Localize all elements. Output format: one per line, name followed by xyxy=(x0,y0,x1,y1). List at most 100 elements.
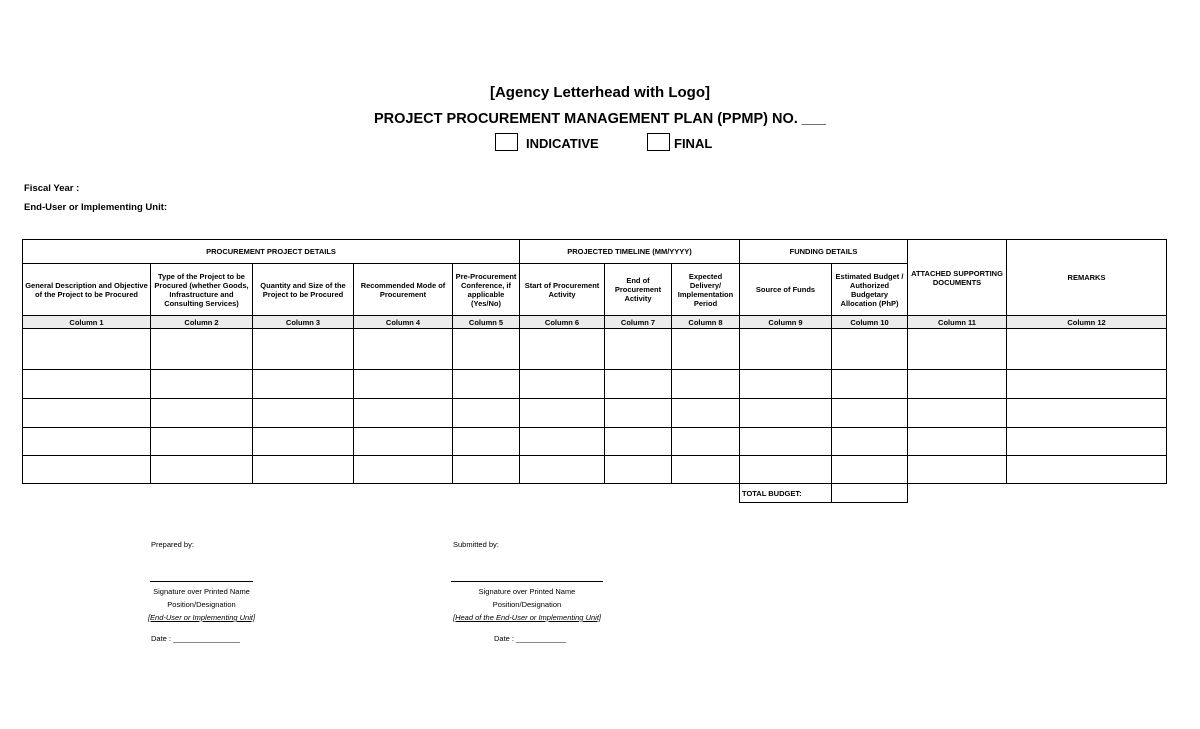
table-cell[interactable] xyxy=(671,398,740,428)
table-cell[interactable] xyxy=(831,427,908,456)
table-cell[interactable] xyxy=(671,427,740,456)
table-cell[interactable] xyxy=(671,328,740,370)
table-cell[interactable] xyxy=(452,398,520,428)
table-cell[interactable] xyxy=(604,328,672,370)
header-remarks: REMARKS xyxy=(1006,239,1167,316)
submitted-signature-label: Signature over Printed Name xyxy=(478,587,576,596)
table-cell[interactable] xyxy=(452,369,520,399)
column-number-4: Column 4 xyxy=(353,315,453,329)
table-cell[interactable] xyxy=(150,398,253,428)
table-cell[interactable] xyxy=(1006,455,1167,484)
table-cell[interactable] xyxy=(22,369,151,399)
indicative-label: INDICATIVE xyxy=(526,136,599,151)
header-attached-documents: ATTACHED SUPPORTING DOCUMENTS xyxy=(907,239,1007,316)
table-cell[interactable] xyxy=(452,328,520,370)
table-cell[interactable] xyxy=(1006,328,1167,370)
table-cell[interactable] xyxy=(907,398,1007,428)
column-number-12: Column 12 xyxy=(1006,315,1167,329)
table-cell[interactable] xyxy=(353,369,453,399)
table-cell[interactable] xyxy=(907,328,1007,370)
table-cell[interactable] xyxy=(252,369,354,399)
table-cell[interactable] xyxy=(519,398,605,428)
table-cell[interactable] xyxy=(1006,398,1167,428)
table-cell[interactable] xyxy=(604,398,672,428)
table-cell[interactable] xyxy=(604,369,672,399)
table-cell[interactable] xyxy=(739,398,832,428)
prepared-unit-label: [End-User or Implementing Unit] xyxy=(147,613,256,622)
table-cell[interactable] xyxy=(739,455,832,484)
table-cell[interactable] xyxy=(907,455,1007,484)
table-cell[interactable] xyxy=(907,427,1007,456)
submitted-signature-line[interactable] xyxy=(451,581,603,582)
header-end-activity: End of Procurement Activity xyxy=(604,263,672,316)
table-cell[interactable] xyxy=(519,427,605,456)
indicative-checkbox[interactable] xyxy=(495,133,518,151)
table-cell[interactable] xyxy=(22,328,151,370)
table-cell[interactable] xyxy=(1006,369,1167,399)
table-cell[interactable] xyxy=(671,455,740,484)
prepared-signature-line[interactable] xyxy=(150,581,253,582)
table-cell[interactable] xyxy=(831,455,908,484)
table-cell[interactable] xyxy=(353,398,453,428)
table-row xyxy=(22,328,1167,370)
table-cell[interactable] xyxy=(739,328,832,370)
table-cell[interactable] xyxy=(519,455,605,484)
ppmp-table: PROCUREMENT PROJECT DETAILS PROJECTED TI… xyxy=(22,239,1167,484)
prepared-by-label: Prepared by: xyxy=(151,540,194,549)
table-cell[interactable] xyxy=(150,427,253,456)
table-cell[interactable] xyxy=(671,369,740,399)
table-cell[interactable] xyxy=(150,328,253,370)
table-cell[interactable] xyxy=(739,369,832,399)
header-estimated-budget: Estimated Budget / Authorized Budgetary … xyxy=(831,263,908,316)
table-cell[interactable] xyxy=(150,455,253,484)
table-cell[interactable] xyxy=(519,328,605,370)
table-cell[interactable] xyxy=(252,427,354,456)
total-budget-row: TOTAL BUDGET: xyxy=(739,483,908,503)
column-number-8: Column 8 xyxy=(671,315,740,329)
table-cell[interactable] xyxy=(519,369,605,399)
table-row xyxy=(22,398,1167,428)
table-cell[interactable] xyxy=(252,328,354,370)
table-cell[interactable] xyxy=(150,369,253,399)
table-cell[interactable] xyxy=(353,328,453,370)
header-source-of-funds: Source of Funds xyxy=(739,263,832,316)
table-cell[interactable] xyxy=(22,427,151,456)
prepared-date-field[interactable]: Date : ________________ xyxy=(151,634,240,643)
header-quantity-size: Quantity and Size of the Project to be P… xyxy=(252,263,354,316)
header-project-type: Type of the Project to be Procured (whet… xyxy=(150,263,253,316)
table-cell[interactable] xyxy=(604,427,672,456)
column-number-2: Column 2 xyxy=(150,315,253,329)
table-cell[interactable] xyxy=(452,455,520,484)
table-cell[interactable] xyxy=(831,369,908,399)
table-cell[interactable] xyxy=(604,455,672,484)
table-cell[interactable] xyxy=(252,455,354,484)
table-cell[interactable] xyxy=(252,398,354,428)
agency-letterhead: [Agency Letterhead with Logo] xyxy=(489,84,710,101)
table-cell[interactable] xyxy=(353,427,453,456)
group-funding-details: FUNDING DETAILS xyxy=(739,239,908,264)
final-label: FINAL xyxy=(674,136,713,151)
page-title: PROJECT PROCUREMENT MANAGEMENT PLAN (PPM… xyxy=(374,111,826,127)
prepared-position-label: Position/Designation xyxy=(167,600,236,609)
prepared-signature-label: Signature over Printed Name xyxy=(153,587,250,596)
end-user-label: End-User or Implementing Unit: xyxy=(24,202,168,213)
table-cell[interactable] xyxy=(739,427,832,456)
total-budget-value[interactable] xyxy=(831,483,908,503)
column-number-row: Column 1 Column 2 Column 3 Column 4 Column 5… xyxy=(22,315,1167,329)
final-checkbox[interactable] xyxy=(647,133,670,151)
table-cell[interactable] xyxy=(22,398,151,428)
submitted-position-label: Position/Designation xyxy=(492,600,562,609)
column-number-10: Column 10 xyxy=(831,315,908,329)
column-number-3: Column 3 xyxy=(252,315,354,329)
table-cell[interactable] xyxy=(831,398,908,428)
table-cell[interactable] xyxy=(452,427,520,456)
table-cell[interactable] xyxy=(907,369,1007,399)
table-cell[interactable] xyxy=(831,328,908,370)
table-cell[interactable] xyxy=(1006,427,1167,456)
table-cell[interactable] xyxy=(22,455,151,484)
submitted-date-field[interactable]: Date : ____________ xyxy=(494,634,567,643)
table-row xyxy=(22,369,1167,399)
submitted-unit-label: [Head of the End-User or Implementing Un… xyxy=(453,613,601,622)
table-cell[interactable] xyxy=(353,455,453,484)
